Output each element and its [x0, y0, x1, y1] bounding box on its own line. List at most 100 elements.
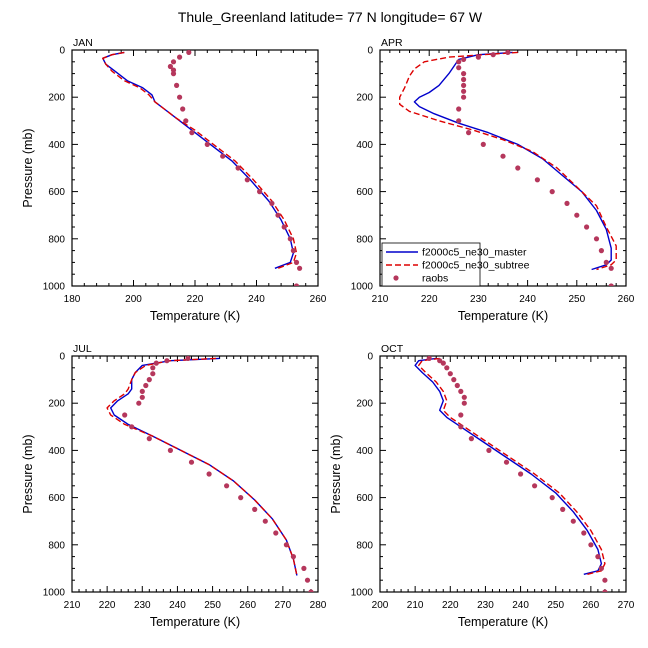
x-tick-label: 260: [310, 294, 327, 305]
plot-frame: [71, 355, 319, 593]
raobs-point: [283, 542, 289, 548]
raobs-point: [167, 447, 173, 453]
chart-panel-jul: JUL 210 220 230 240 250 260 270 280 0 200 400 600 800…: [21, 343, 327, 629]
raobs-point: [220, 153, 226, 159]
raobs-point: [426, 356, 432, 361]
raobs-point: [608, 265, 614, 271]
raobs-point: [143, 382, 149, 389]
raobs-point: [461, 88, 467, 94]
panel-label: JUL: [73, 343, 92, 355]
x-axis-title: Temperature (K): [458, 615, 548, 629]
raobs-point: [257, 189, 263, 195]
raobs-point: [458, 388, 464, 394]
raobs-point: [595, 554, 601, 560]
raobs-point: [153, 360, 159, 366]
x-tick-label: 230: [134, 600, 151, 611]
y-axis-title: Pressure (mb): [21, 128, 35, 207]
y-tick-label: 200: [356, 93, 373, 104]
raobs-point: [139, 394, 145, 400]
raobs-point: [136, 400, 142, 406]
raobs-point: [480, 141, 486, 147]
raobs-point: [177, 94, 183, 100]
raobs-point: [461, 56, 467, 63]
raobs-point: [456, 106, 462, 112]
raobs-point: [206, 471, 212, 477]
raobs-point: [461, 71, 467, 77]
y-tick-label: 600: [48, 493, 65, 504]
raobs-point: [486, 447, 492, 453]
x-tick-label: 220: [442, 600, 459, 611]
raobs-point: [170, 71, 177, 77]
y-tick-label: 0: [59, 352, 65, 363]
series-group: [399, 50, 617, 286]
y-tick-label: 1000: [43, 282, 66, 293]
raobs-point: [297, 265, 303, 271]
plot-frame: [379, 355, 627, 593]
x-tick-label: 240: [519, 294, 536, 305]
x-tick-label: 270: [618, 600, 635, 611]
raobs-point: [458, 424, 464, 430]
raobs-point: [170, 59, 177, 65]
chart-panel-oct: OCT 200 210 220 230 240 250 260 270 0 200 400 600 800…: [329, 343, 635, 629]
raobs-point: [167, 63, 173, 70]
x-tick-label: 230: [470, 294, 487, 305]
series-group: [106, 356, 314, 592]
raobs-point: [532, 483, 538, 489]
raobs-point: [461, 394, 467, 400]
raobs-point: [150, 371, 156, 377]
raobs-point: [549, 189, 555, 195]
raobs-point: [574, 212, 580, 218]
raobs-point: [564, 200, 570, 206]
raobs-point: [593, 236, 600, 242]
raobs-point: [598, 248, 605, 254]
raobs-point: [189, 130, 195, 136]
raobs-point: [503, 459, 510, 465]
y-tick-label: 1000: [43, 588, 66, 599]
raobs-point: [456, 118, 462, 124]
y-tick-label: 200: [356, 399, 373, 410]
raobs-point: [602, 589, 608, 592]
figure-title: Thule_Greenland latitude= 77 N longitude…: [178, 9, 483, 25]
raobs-point: [290, 554, 296, 560]
raobs-point: [262, 518, 268, 524]
raobs-point: [275, 212, 281, 218]
x-tick-label: 200: [125, 294, 142, 305]
raobs-point: [598, 565, 605, 572]
raobs-point: [129, 424, 135, 430]
raobs-point: [180, 106, 186, 112]
x-tick-label: 280: [310, 600, 327, 611]
raobs-point: [269, 200, 275, 206]
raobs-point: [164, 358, 170, 364]
x-tick-label: 260: [583, 600, 600, 611]
raobs-point: [584, 224, 590, 230]
raobs-point: [440, 360, 446, 366]
raobs-point: [515, 165, 521, 171]
raobs-point: [185, 356, 191, 361]
legend: f2000c5_ne30_masterf2000c5_ne30_subtreer…: [381, 242, 530, 287]
raobs-point: [146, 377, 152, 383]
y-tick-label: 400: [48, 446, 65, 457]
series-line-f2000c5_ne30_master: [414, 357, 603, 575]
x-axis-title: Temperature (K): [150, 615, 240, 629]
y-tick-label: 0: [367, 46, 373, 57]
raobs-point: [224, 483, 230, 489]
y-tick-label: 200: [48, 399, 65, 410]
raobs-point: [204, 141, 210, 147]
plot-frame: [71, 49, 319, 287]
x-tick-label: 210: [407, 600, 424, 611]
x-tick-label: 260: [239, 600, 256, 611]
raobs-point: [456, 65, 462, 71]
raobs-point: [177, 54, 183, 60]
panel-label: JAN: [73, 37, 93, 49]
x-tick-label: 240: [512, 600, 529, 611]
raobs-point: [602, 577, 608, 583]
x-tick-label: 200: [372, 600, 389, 611]
x-tick-label: 220: [99, 600, 116, 611]
raobs-point: [188, 459, 195, 465]
series-line-f2000c5_ne30_subtree: [102, 51, 298, 269]
legend-label: raobs: [422, 273, 448, 285]
raobs-point: [466, 130, 472, 136]
raobs-point: [308, 589, 314, 592]
raobs-point: [500, 153, 506, 159]
x-tick-label: 210: [64, 600, 81, 611]
